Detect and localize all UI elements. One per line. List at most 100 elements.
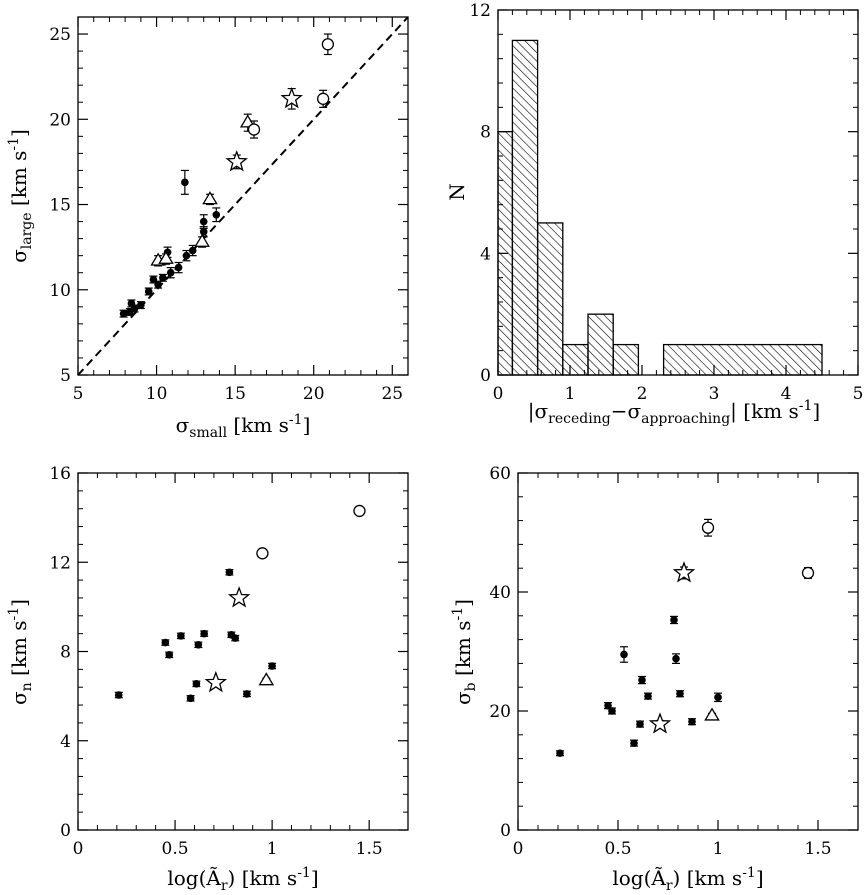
panel-c-filled-circle-point bbox=[200, 629, 208, 638]
panel-a-ytick-label: 10 bbox=[49, 281, 71, 301]
panel-a-filled-circle-point bbox=[130, 304, 139, 313]
panel-a-frame bbox=[77, 16, 409, 376]
panel-d-axes: 0 0.5 1 1.5 0 20 40 60 bbox=[489, 464, 858, 859]
panel-d-xtick-label: 0 bbox=[513, 839, 524, 859]
panel-a-open-circle-point bbox=[316, 92, 330, 105]
panel-b-xtick-label: 2 bbox=[637, 384, 648, 404]
panel-b-ytick-label: 8 bbox=[480, 123, 491, 143]
panel-d-ytick-label: 60 bbox=[489, 464, 511, 484]
panel-d-filled-circle-point bbox=[688, 717, 696, 726]
panel-a-filled-circle-point bbox=[181, 178, 189, 187]
panel-c-filled-circle-point bbox=[177, 632, 185, 640]
panel-d-open-circle-point bbox=[701, 521, 715, 534]
panel-b-histogram-bar bbox=[587, 313, 614, 376]
panel-a: 5 10 15 20 25 5 10 15 20 25 σsmall [km s-1] σlarg… bbox=[6, 16, 409, 441]
panel-a-ytick-label: 25 bbox=[49, 25, 71, 45]
panel-d-filled-circle-point bbox=[670, 616, 678, 624]
panel-c-ytick-label: 16 bbox=[49, 464, 71, 484]
panel-d-filled-circle-point bbox=[644, 692, 652, 700]
panel-a-filled-circle-point bbox=[154, 280, 162, 289]
panel-a-filled-circle-point bbox=[159, 274, 167, 282]
panel-d-filled-circle-point bbox=[636, 720, 644, 728]
panel-d-star-point bbox=[672, 561, 696, 583]
panel-b-xlabel: |σreceding−σapproaching| [km s-1] bbox=[528, 398, 820, 427]
panel-a-filled-circle-point bbox=[199, 217, 208, 226]
panel-d-frame bbox=[517, 472, 859, 831]
panel-d-filled-circle-point bbox=[672, 654, 680, 663]
panel-c: 0 0.5 1 1.5 0 4 8 12 16 log(Ãr) [km s-1] σn [km … bbox=[6, 464, 409, 894]
panel-c-ytick-label: 8 bbox=[60, 643, 71, 663]
panel-c-axes: 0 0.5 1 1.5 0 4 8 12 16 bbox=[49, 464, 408, 859]
panel-d-open-circle-point bbox=[801, 566, 815, 580]
panel-c-ytick-label: 4 bbox=[60, 732, 71, 752]
panel-c-xtick-label: 1 bbox=[267, 839, 278, 859]
panel-c-star-point bbox=[204, 670, 228, 693]
panel-c-filled-circle-point bbox=[192, 680, 201, 688]
panel-a-marks bbox=[119, 33, 335, 318]
panel-a-star-point bbox=[280, 86, 303, 109]
panel-c-xlabel: log(Ãr) [km s-1] bbox=[167, 865, 318, 894]
panel-a-ytick-label: 15 bbox=[49, 196, 71, 216]
panel-a-ylabel: σlarge [km s-1] bbox=[6, 129, 35, 263]
panel-a-filled-circle-point bbox=[188, 246, 197, 255]
panel-a-filled-circle-point bbox=[182, 251, 191, 260]
panel-d-filled-circle-point bbox=[608, 707, 616, 715]
panel-d-filled-circle-point bbox=[620, 650, 628, 659]
panel-d-ytick-label: 20 bbox=[489, 702, 511, 722]
panel-a-triangle-point bbox=[194, 233, 210, 247]
panel-d-xtick-label: 1.5 bbox=[804, 839, 831, 859]
panel-c-star-point bbox=[227, 586, 251, 608]
panel-c-xtick-label: 0.5 bbox=[162, 839, 189, 859]
panel-d-xtick-label: 0.5 bbox=[604, 839, 631, 859]
panel-d-filled-circle-point bbox=[630, 739, 638, 747]
panel-b-ytick-label: 4 bbox=[480, 244, 491, 264]
panel-c-frame bbox=[77, 472, 409, 831]
panel-b-xtick-label: 0 bbox=[493, 384, 504, 404]
panel-a-xtick-label: 10 bbox=[146, 384, 168, 404]
panel-b-histogram-bar bbox=[612, 343, 640, 376]
one-to-one-line bbox=[77, 16, 409, 376]
panel-a-open-circle-point bbox=[247, 123, 261, 136]
panel-a-ytick-label: 5 bbox=[60, 366, 71, 386]
panel-a-xtick-label: 15 bbox=[224, 384, 246, 404]
panel-d-triangle-point bbox=[704, 707, 720, 721]
panel-a-filled-circle-point bbox=[119, 309, 128, 318]
panel-a-xlabel: σsmall [km s-1] bbox=[176, 412, 311, 441]
panel-b-histogram-bar bbox=[536, 222, 564, 376]
panel-c-filled-circle-point bbox=[194, 641, 203, 649]
panel-d-xtick-label: 1 bbox=[713, 839, 724, 859]
panel-b-xtick-label: 5 bbox=[853, 384, 864, 404]
panel-c-marks bbox=[114, 504, 366, 703]
panel-a-ytick-label: 20 bbox=[49, 110, 71, 130]
panel-a-triangle-point bbox=[158, 250, 174, 264]
panel-c-filled-circle-point bbox=[231, 634, 240, 642]
panel-d-ytick-label: 0 bbox=[500, 821, 511, 841]
panel-d-filled-circle-point bbox=[714, 693, 722, 702]
panel-c-ytick-label: 12 bbox=[49, 553, 71, 573]
panel-d-filled-circle-point bbox=[638, 676, 646, 684]
panel-a-star-point bbox=[225, 150, 248, 172]
panel-a-xtick-label: 5 bbox=[73, 384, 84, 404]
panel-a-filled-circle-point bbox=[199, 228, 208, 236]
panel-d-xlabel: log(Ãr) [km s-1] bbox=[612, 865, 763, 894]
panel-d-star-point bbox=[648, 712, 672, 734]
panel-c-ylabel: σn [km s-1] bbox=[6, 599, 35, 705]
panel-b-histogram-bar bbox=[662, 343, 823, 376]
panel-c-filled-circle-point bbox=[165, 651, 174, 659]
panel-c-filled-circle-point bbox=[268, 662, 276, 670]
panel-c-xtick-label: 0 bbox=[73, 839, 84, 859]
panel-a-filled-circle-point bbox=[137, 301, 145, 309]
panel-c-ytick-label: 0 bbox=[60, 821, 71, 841]
panel-c-filled-circle-point bbox=[243, 690, 251, 698]
panel-b-ylabel: N bbox=[445, 183, 469, 201]
panel-c-filled-circle-point bbox=[186, 694, 195, 703]
panel-d-ytick-label: 40 bbox=[489, 583, 511, 603]
panel-a-filled-circle-point bbox=[166, 268, 175, 277]
panel-c-open-circle-point bbox=[256, 547, 269, 560]
panel-c-filled-circle-point bbox=[225, 568, 234, 577]
panel-b-xtick-label: 1 bbox=[565, 384, 576, 404]
panel-c-filled-circle-point bbox=[114, 691, 123, 699]
